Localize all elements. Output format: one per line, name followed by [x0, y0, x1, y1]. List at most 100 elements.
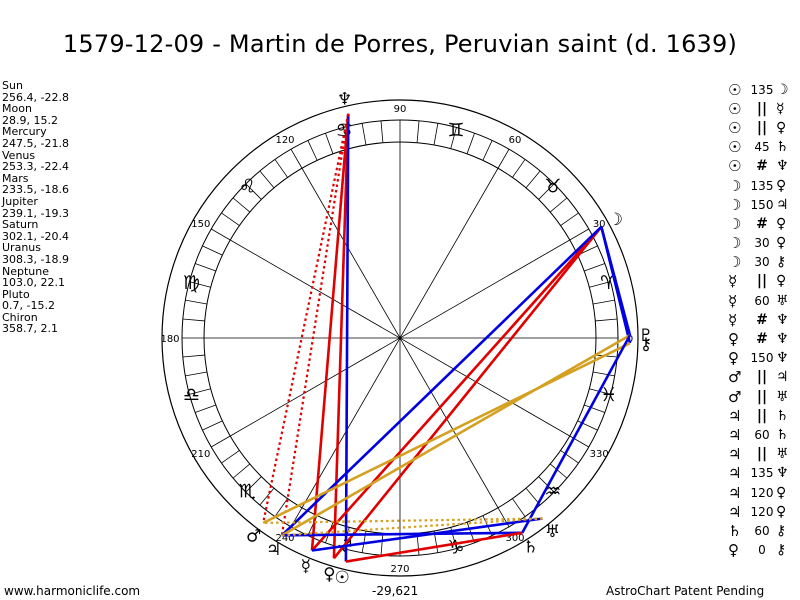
aspect-symbol: 0: [758, 543, 766, 558]
planet-glyph-icon: ♅: [545, 522, 560, 542]
aspect-symbol: 60: [754, 293, 770, 308]
aspect-symbol: 135: [750, 82, 774, 97]
aspect-row: ☿ || ♀: [728, 272, 800, 291]
degree-tick: [380, 533, 384, 556]
degree-tick: [589, 281, 611, 288]
zodiac-sign-icon: ♊: [447, 119, 464, 141]
planet-glyph-icon: ♆: [337, 89, 352, 109]
degree-tick: [211, 435, 231, 448]
degree-tick: [433, 123, 439, 146]
aspect-symbol: ||: [756, 369, 768, 386]
aspect-row: ☽ # ♀: [728, 214, 800, 233]
aspect-row: ☉ 135 ☽: [728, 80, 800, 99]
zodiac-sign-icon: ♏: [239, 481, 256, 503]
degree-tick: [549, 463, 568, 479]
offset-value: -29,621: [372, 584, 419, 598]
aspect-symbol: ||: [756, 273, 768, 290]
degree-tick: [221, 450, 240, 464]
degree-tick: [232, 463, 251, 479]
aspect-symbol: ||: [756, 388, 768, 405]
aspect-row: ♃ || ♄: [728, 406, 800, 425]
aspect-row: ☿ 60 ♅: [728, 291, 800, 310]
degree-tick: [259, 170, 275, 189]
planet-name: Jupiter: [2, 194, 38, 208]
planet-coords: 302.1, -20.4: [2, 229, 69, 243]
aspect-symbol: 30: [754, 255, 770, 270]
aspect-line: [280, 113, 350, 536]
degree-label: 240: [275, 533, 294, 544]
aspect-planet-1-icon: ♃: [728, 502, 742, 521]
aspect-line: [262, 113, 350, 524]
degree-tick: [189, 388, 211, 395]
aspect-planet-1-icon: ☽: [728, 234, 742, 253]
aspect-planet-2-icon: ♀: [776, 273, 787, 290]
planet-glyph-icon: ☿: [301, 556, 311, 576]
degree-tick: [525, 170, 541, 189]
aspect-planet-1-icon: ☽: [728, 214, 742, 233]
aspect-row: ☉ # ♆: [728, 157, 800, 176]
aspect-line: [344, 113, 350, 562]
planet-coords: 247.5, -21.8: [2, 136, 69, 150]
planet-name: Neptune: [2, 264, 50, 278]
aspect-planet-2-icon: ♄: [776, 139, 789, 156]
aspect-symbol: 150: [750, 197, 774, 212]
aspect-symbol: 135: [750, 178, 774, 193]
degree-tick: [577, 420, 598, 431]
aspect-planet-2-icon: ☿: [776, 100, 785, 117]
degree-tick: [195, 263, 216, 272]
degree-tick: [569, 228, 589, 241]
aspect-planet-1-icon: ♃: [728, 483, 742, 502]
degree-tick: [380, 120, 384, 143]
degree-tick: [450, 127, 457, 149]
planet-name: Moon: [2, 102, 32, 116]
degree-label: 210: [191, 449, 210, 460]
chart-title: 1579-12-09 - Martin de Porres, Peruvian …: [62, 30, 738, 58]
degree-tick: [245, 183, 262, 200]
degree-tick: [538, 183, 555, 200]
degree-tick: [290, 149, 303, 169]
aspect-planet-1-icon: ♂: [728, 368, 742, 387]
aspect-symbol: #: [756, 331, 768, 348]
planet-coords: 103.0, 22.1: [2, 276, 65, 290]
aspect-row: ☽ 150 ♃: [728, 195, 800, 214]
planet-name: Mercury: [2, 125, 47, 139]
aspect-planet-2-icon: ♀: [776, 177, 787, 194]
aspect-row: ☿ # ♆: [728, 310, 800, 329]
aspect-symbol: ||: [756, 100, 768, 117]
aspect-row: ♃ 120 ♀: [728, 502, 800, 521]
aspect-planet-2-icon: ♃: [776, 369, 789, 386]
aspect-planet-2-icon: ♄: [776, 407, 789, 424]
degree-tick: [274, 159, 288, 178]
aspect-symbol: 60: [754, 427, 770, 442]
planet-coords: 233.5, -18.6: [2, 183, 69, 197]
planet-coords: 358.7, 2.1: [2, 322, 58, 336]
aspect-planet-2-icon: ♅: [776, 292, 789, 309]
aspect-planet-2-icon: ♄: [776, 426, 789, 443]
aspect-planet-1-icon: ☉: [728, 80, 742, 99]
aspect-planet-1-icon: ♃: [728, 425, 742, 444]
degree-label: 120: [275, 135, 294, 146]
degree-label: 270: [390, 564, 409, 575]
planet-name: Saturn: [2, 218, 39, 232]
aspect-planet-2-icon: ♆: [776, 158, 789, 175]
zodiac-sign-icon: ♌: [239, 175, 256, 197]
aspect-row: ♀ 150 ♆: [728, 349, 800, 368]
degree-label: 60: [509, 135, 522, 146]
zodiac-sign-icon: ♍: [183, 272, 200, 294]
aspect-row: ☉ || ♀: [728, 118, 800, 137]
aspect-row: ♀ 0 ⚷: [728, 541, 800, 560]
aspect-line: [263, 517, 543, 524]
aspect-planet-2-icon: ♀: [776, 215, 787, 232]
aspect-row: ♀ # ♆: [728, 329, 800, 348]
aspect-symbol: #: [756, 215, 768, 232]
degree-tick: [185, 299, 208, 305]
site-url[interactable]: www.harmoniclife.com: [4, 584, 141, 598]
aspect-row: ☽ 30 ⚷: [728, 253, 800, 272]
planet-glyph-icon: ⚷: [640, 335, 652, 355]
aspect-line: [262, 342, 631, 525]
degree-tick: [466, 133, 475, 154]
aspect-row: ♄ 60 ⚷: [728, 521, 800, 540]
zodiac-sign-icon: ♒: [544, 481, 561, 503]
aspect-planet-2-icon: ♀: [776, 503, 787, 520]
